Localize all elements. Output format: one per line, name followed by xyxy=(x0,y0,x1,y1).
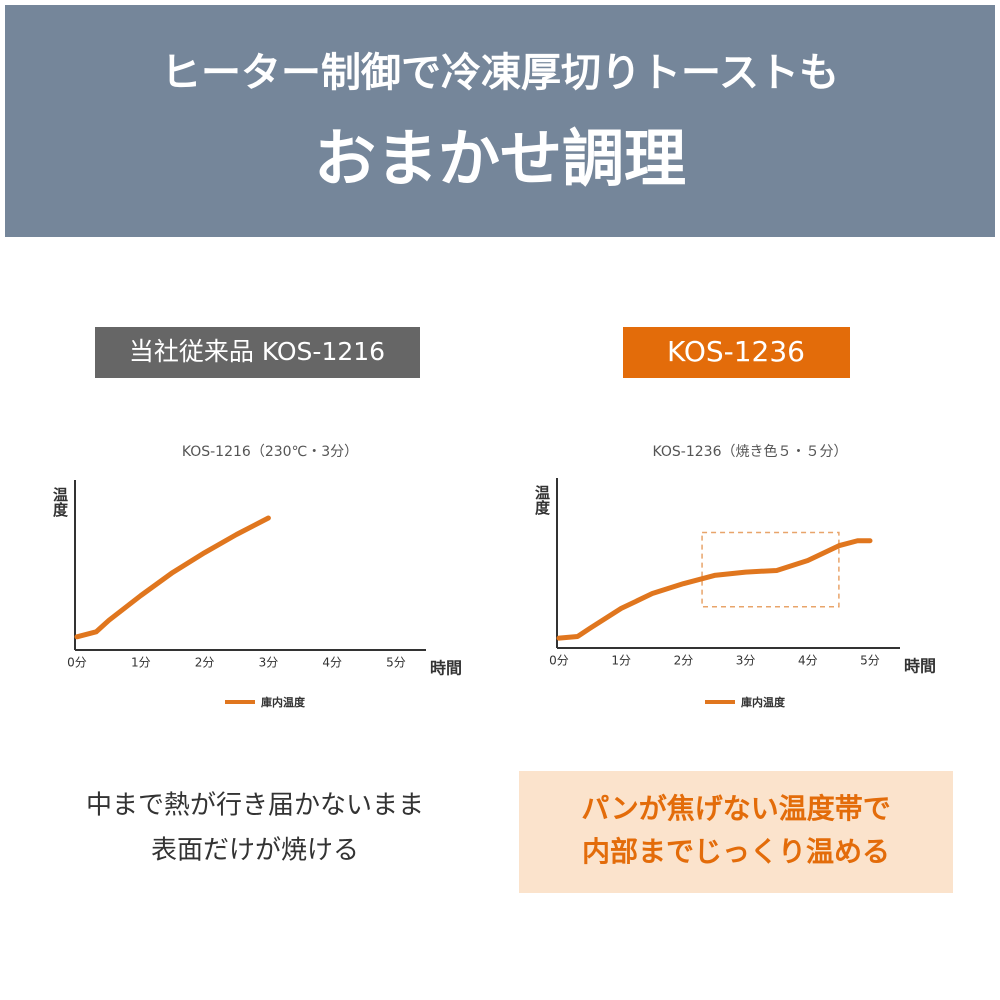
x-tick-label: 3分 xyxy=(259,656,279,670)
chart-title: KOS-1216（230℃・3分） xyxy=(182,444,358,460)
x-tick-label: 1分 xyxy=(131,656,151,670)
badge: KOS-1236 xyxy=(667,335,805,368)
x-tick-label: 5分 xyxy=(386,656,406,670)
x-tick-label: 2分 xyxy=(674,654,694,668)
header-line: ヒーター制御で冷凍厚切りトーストも xyxy=(161,50,839,96)
badge-bg xyxy=(623,327,850,378)
legend-label: 庫内温度 xyxy=(261,695,306,709)
x-axis-label: 時間 xyxy=(430,659,462,678)
x-tick-label: 1分 xyxy=(611,654,631,668)
x-tick-label: 4分 xyxy=(322,656,342,670)
caption: 表面だけが焼ける xyxy=(151,836,359,866)
series-line xyxy=(556,538,873,641)
x-tick-label: 2分 xyxy=(195,656,215,670)
series-line xyxy=(74,515,271,640)
x-tick-label: 0分 xyxy=(549,654,569,668)
caption: パンが焦げない温度帯で xyxy=(581,792,890,825)
x-tick-label: 3分 xyxy=(736,654,756,668)
x-axis-label: 時間 xyxy=(904,657,936,676)
y-axis-label: 温度 xyxy=(51,487,69,518)
header-band xyxy=(5,5,995,237)
legend-label: 庫内温度 xyxy=(741,695,786,709)
highlight-box xyxy=(701,531,840,608)
x-tick-label: 4分 xyxy=(798,654,818,668)
caption: 中まで熱が行き届かないまま xyxy=(86,791,424,821)
x-tick-label: 5分 xyxy=(860,654,880,668)
chart-title: KOS-1236（焼き色５・５分） xyxy=(652,443,847,460)
y-axis-label: 温度 xyxy=(533,485,551,516)
caption: 内部までじっくり温める xyxy=(582,835,890,868)
x-tick-label: 0分 xyxy=(67,656,87,670)
badge: 当社従来品 KOS-1216 xyxy=(129,337,385,366)
caption-bg xyxy=(519,771,953,893)
header-title: おまかせ調理 xyxy=(314,122,686,195)
badge-bg xyxy=(95,327,420,378)
